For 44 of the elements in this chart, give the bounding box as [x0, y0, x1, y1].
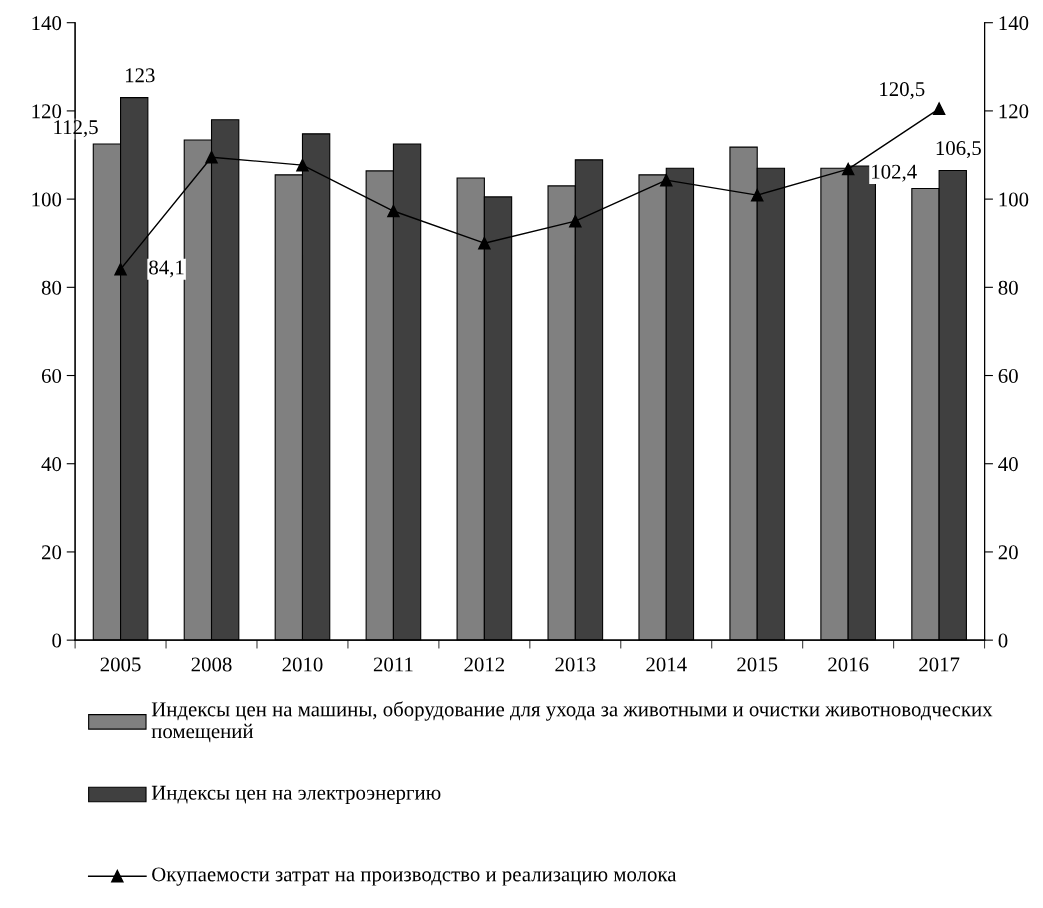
y2-tick-label: 80	[998, 280, 1018, 295]
data-label: 120,5	[880, 82, 925, 100]
data-label: 102,4	[872, 164, 917, 182]
point	[296, 158, 309, 172]
x-tick-label: 2010	[282, 657, 323, 672]
x-tick-label: 2016	[828, 657, 869, 672]
y2-tick-label: 0	[998, 633, 1008, 648]
point	[750, 188, 764, 202]
y-tick-label: 140	[32, 16, 62, 31]
data-label: 84,1	[149, 260, 184, 278]
x-tick-label: 2005	[100, 657, 141, 672]
legend-label: Индексы цен на электроэнергию	[151, 785, 441, 804]
y2-tick-label: 100	[999, 192, 1029, 207]
x-tick-label: 2008	[191, 657, 232, 672]
data-label: 123	[125, 68, 155, 83]
y2-tick-label: 140	[999, 16, 1029, 31]
legend-label: Индексы цен на машины, оборудование для ухода за животными и очистки животноводческих помещений	[151, 701, 993, 743]
legend-label: Окупаемости затрат на производство и реализацию молока	[152, 867, 677, 886]
y2-tick-label: 40	[998, 457, 1018, 472]
x-tick-label: 2011	[373, 657, 413, 672]
y-tick-label: 60	[41, 368, 62, 383]
point	[569, 214, 582, 228]
point	[932, 102, 946, 115]
y-tick-label: 20	[41, 545, 62, 560]
y2-tick-label: 60	[998, 368, 1018, 383]
x-tick-label: 2013	[555, 657, 596, 672]
x-tick-label: 2012	[464, 657, 505, 672]
y-tick-label: 40	[41, 457, 62, 472]
x-tick-label: 2015	[737, 657, 778, 672]
point	[205, 150, 218, 164]
y-tick-label: 100	[32, 192, 62, 207]
data-label: 106,5	[936, 141, 981, 159]
y-tick-label: 0	[52, 633, 62, 648]
x-tick-label: 2017	[919, 657, 960, 672]
y-tick-label: 120	[32, 104, 62, 119]
point	[660, 173, 673, 187]
y-tick-label: 80	[41, 280, 62, 295]
y2-tick-label: 20	[998, 545, 1018, 560]
point	[387, 204, 400, 218]
point	[114, 262, 127, 276]
x-tick-label: 2014	[646, 657, 687, 672]
point	[841, 162, 855, 176]
point	[478, 236, 491, 250]
y2-tick-label: 120	[999, 104, 1029, 119]
